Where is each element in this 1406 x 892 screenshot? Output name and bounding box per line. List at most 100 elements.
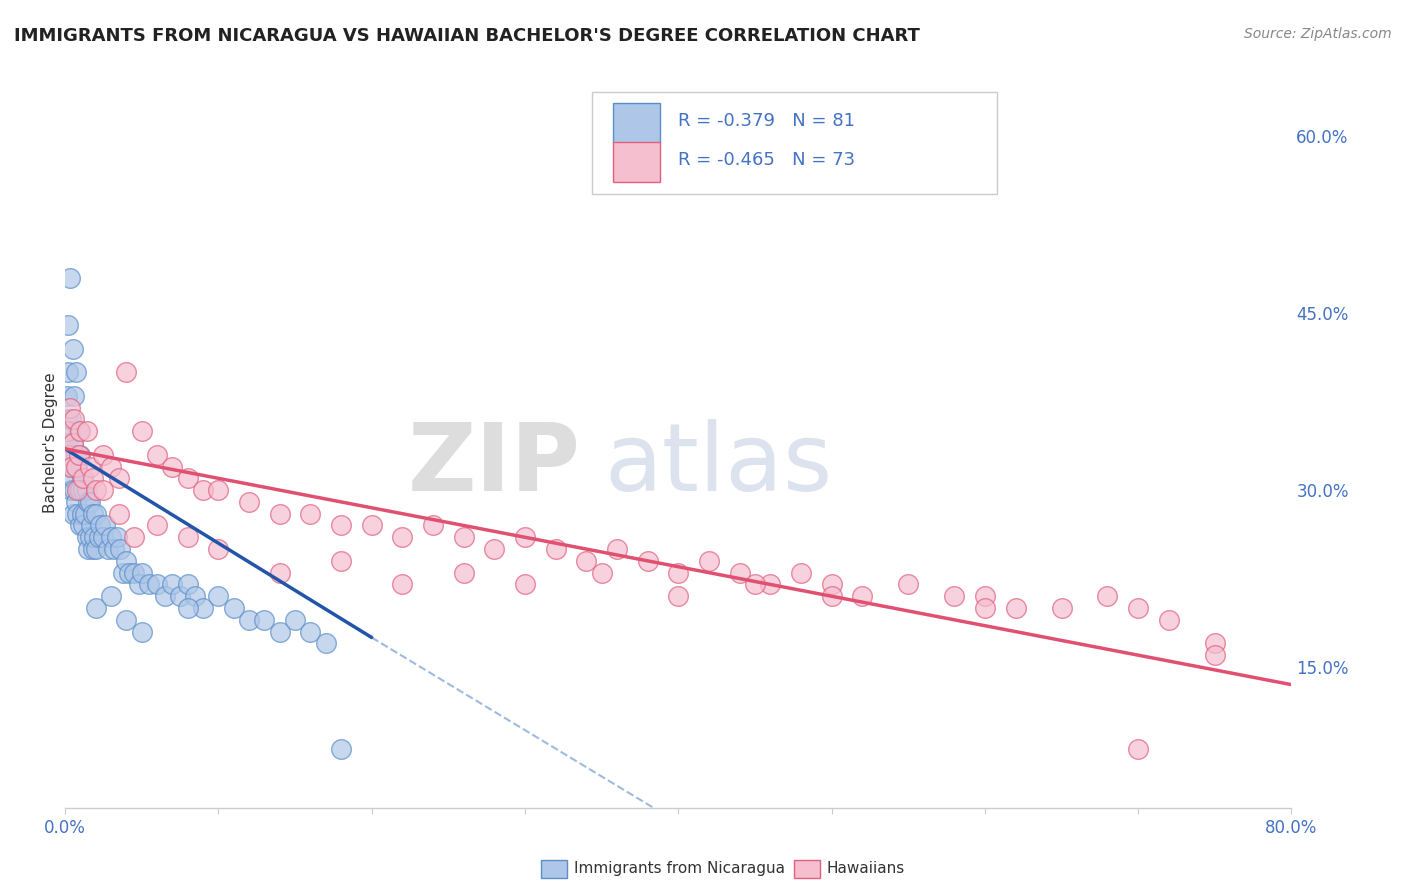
Point	[89, 518, 111, 533]
Point	[115, 365, 138, 379]
Point	[606, 542, 628, 557]
Text: atlas: atlas	[605, 419, 832, 511]
Point	[69, 424, 91, 438]
Point	[253, 613, 276, 627]
FancyBboxPatch shape	[613, 142, 659, 182]
Point	[79, 495, 101, 509]
Point	[128, 577, 150, 591]
Point	[110, 542, 132, 557]
Point	[666, 589, 689, 603]
Point	[77, 495, 100, 509]
Point	[79, 459, 101, 474]
Point	[118, 566, 141, 580]
Point	[153, 589, 176, 603]
Point	[191, 601, 214, 615]
Point	[107, 471, 129, 485]
Point	[284, 613, 307, 627]
Point	[360, 518, 382, 533]
Point	[72, 518, 94, 533]
Point	[146, 577, 169, 591]
Point	[115, 613, 138, 627]
Point	[1204, 636, 1226, 650]
Point	[131, 624, 153, 639]
Point	[453, 530, 475, 544]
Point	[637, 554, 659, 568]
Point	[69, 448, 91, 462]
Point	[299, 624, 322, 639]
Point	[59, 424, 82, 438]
Point	[207, 542, 229, 557]
Point	[484, 542, 506, 557]
Point	[76, 530, 98, 544]
Point	[315, 636, 337, 650]
Point	[69, 518, 91, 533]
Point	[69, 483, 91, 497]
Y-axis label: Bachelor's Degree: Bachelor's Degree	[44, 373, 58, 513]
Point	[56, 448, 79, 462]
Point	[513, 530, 536, 544]
Point	[191, 483, 214, 497]
Point	[100, 459, 122, 474]
Text: Source: ZipAtlas.com: Source: ZipAtlas.com	[1244, 27, 1392, 41]
Point	[59, 459, 82, 474]
Point	[1004, 601, 1026, 615]
Point	[56, 412, 79, 426]
Point	[67, 483, 90, 497]
Point	[330, 554, 353, 568]
Text: R = -0.465   N = 73: R = -0.465 N = 73	[678, 151, 855, 169]
Point	[93, 530, 115, 544]
Point	[59, 271, 82, 285]
Point	[105, 530, 128, 544]
Point	[100, 530, 122, 544]
Point	[97, 542, 120, 557]
Point	[62, 342, 84, 356]
Point	[65, 495, 87, 509]
Point	[65, 365, 87, 379]
Point	[63, 412, 86, 426]
Point	[820, 589, 842, 603]
Point	[56, 365, 79, 379]
Point	[330, 742, 353, 756]
Text: Hawaiians: Hawaiians	[827, 862, 905, 876]
Point	[728, 566, 751, 580]
Point	[82, 542, 104, 557]
Point	[820, 577, 842, 591]
Point	[238, 495, 260, 509]
Point	[93, 483, 115, 497]
Point	[62, 507, 84, 521]
Point	[66, 483, 89, 497]
Point	[103, 542, 125, 557]
Point	[63, 389, 86, 403]
Point	[70, 507, 93, 521]
Point	[84, 601, 107, 615]
Point	[80, 518, 103, 533]
Point	[60, 448, 83, 462]
Point	[62, 436, 84, 450]
Point	[76, 424, 98, 438]
Point	[73, 507, 96, 521]
Point	[77, 542, 100, 557]
Point	[177, 577, 200, 591]
Point	[1097, 589, 1119, 603]
Point	[162, 459, 184, 474]
Point	[1128, 601, 1150, 615]
FancyBboxPatch shape	[592, 92, 997, 194]
Point	[973, 601, 995, 615]
Point	[66, 507, 89, 521]
Point	[897, 577, 920, 591]
Point	[851, 589, 873, 603]
Point	[67, 448, 90, 462]
Point	[59, 401, 82, 415]
Point	[60, 412, 83, 426]
Point	[122, 530, 145, 544]
Point	[87, 530, 110, 544]
Point	[60, 459, 83, 474]
Point	[207, 483, 229, 497]
Point	[67, 424, 90, 438]
Point	[1128, 742, 1150, 756]
Point	[790, 566, 813, 580]
Point	[177, 530, 200, 544]
Point	[391, 530, 413, 544]
Point	[973, 589, 995, 603]
Point	[1157, 613, 1180, 627]
